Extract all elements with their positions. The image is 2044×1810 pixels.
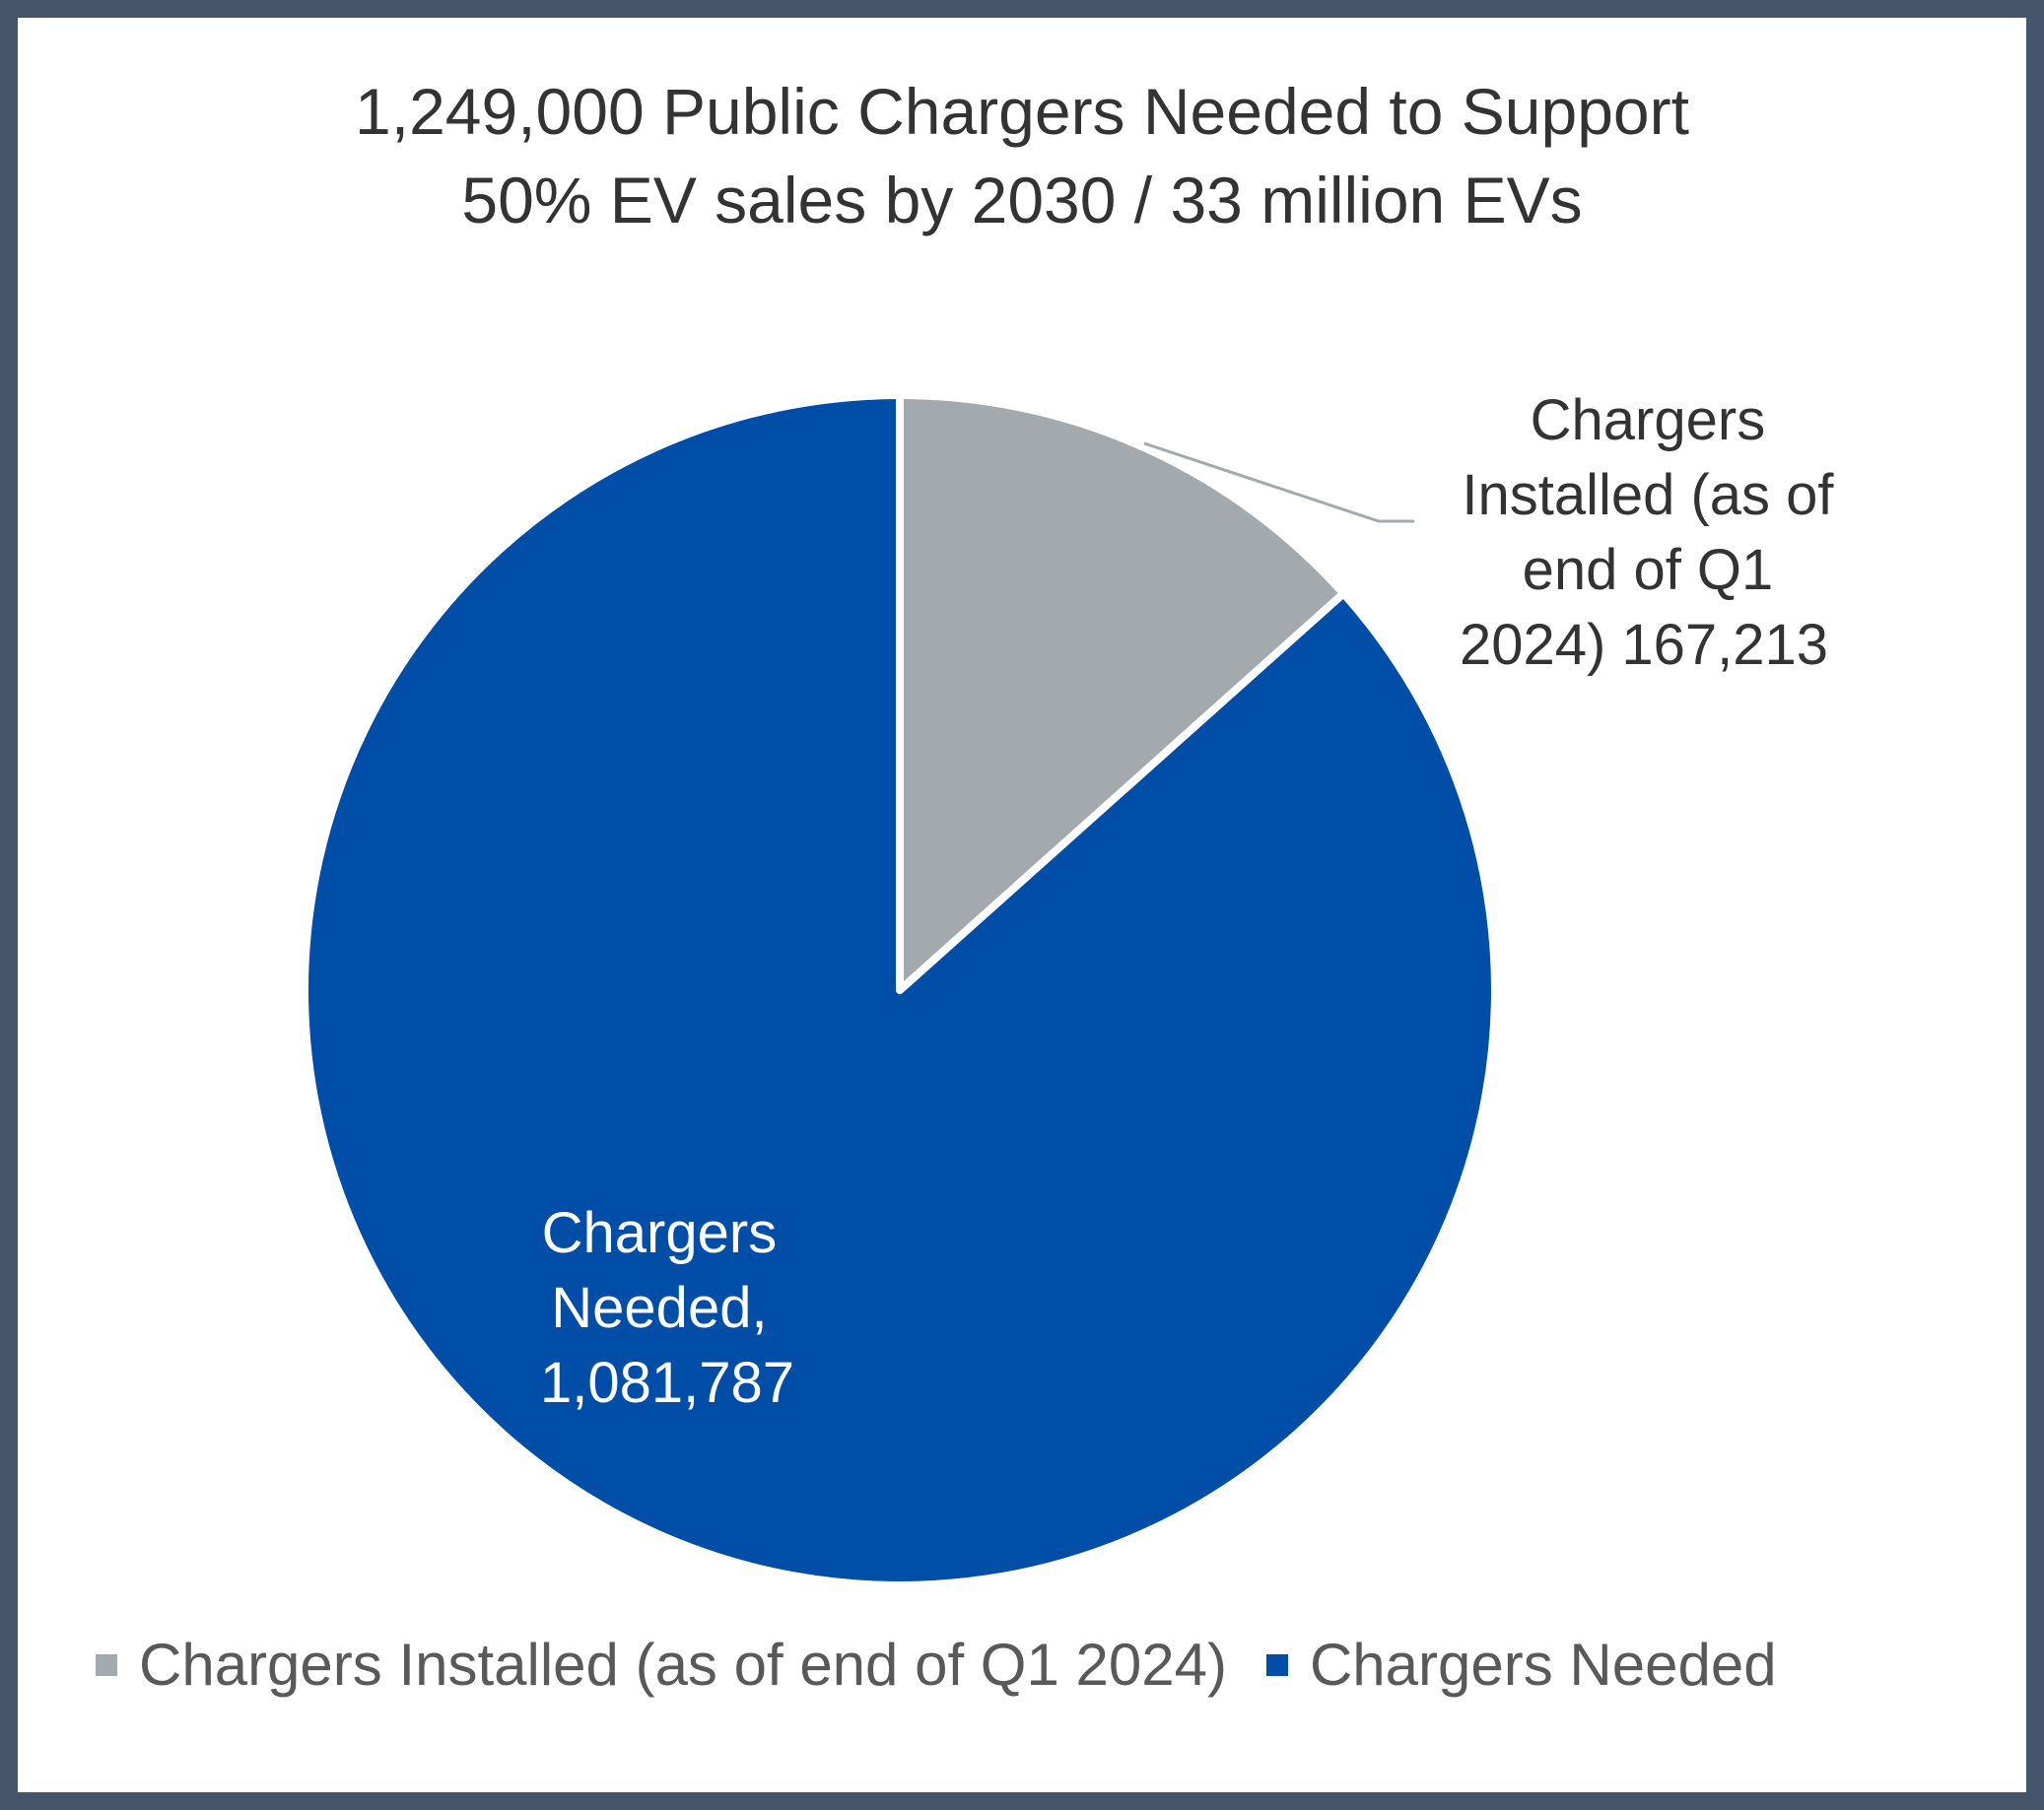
chart-title: 1,249,000 Public Chargers Needed to Supp… [0, 67, 2044, 244]
data-label-installed: Chargers Installed (as of end of Q1 2024… [1460, 388, 1850, 677]
legend: Chargers Installed (as of end of Q1 2024… [96, 1631, 1816, 1699]
leader-line [1143, 441, 1414, 523]
legend-label-installed: Chargers Installed (as of end of Q1 2024… [139, 1632, 1227, 1698]
title-line-1: 1,249,000 Public Chargers Needed to Supp… [355, 75, 1689, 148]
legend-item-needed: Chargers Needed [1265, 1631, 1777, 1699]
slice-chargers-needed [301, 391, 1499, 1589]
data-label-needed: Chargers Needed, 1,081,787 [540, 1201, 794, 1415]
legend-label-needed: Chargers Needed [1309, 1632, 1777, 1698]
legend-swatch-installed [96, 1653, 117, 1676]
legend-swatch-needed [1265, 1653, 1288, 1676]
title-line-2: 50% EV sales by 2030 / 33 million EVs [461, 164, 1583, 236]
slice-chargers-installed [896, 391, 1348, 994]
legend-item-installed: Chargers Installed (as of end of Q1 2024… [96, 1631, 1227, 1699]
